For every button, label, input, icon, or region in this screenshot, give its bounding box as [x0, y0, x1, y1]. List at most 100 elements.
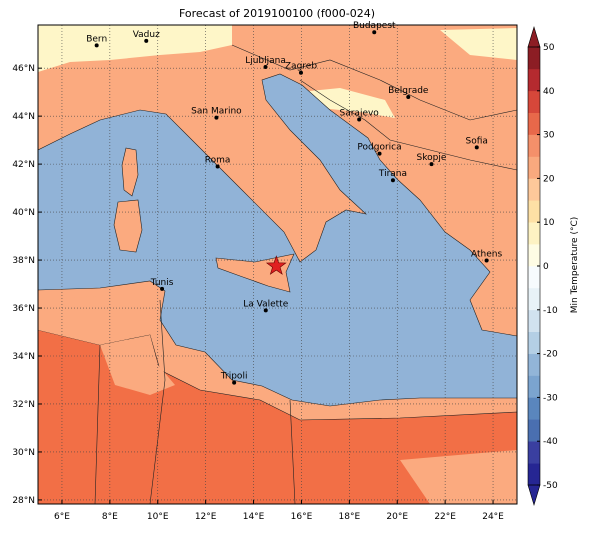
- y-tick-label: 28°N: [12, 496, 35, 506]
- colorbar-tick-label: -20: [543, 350, 558, 360]
- colorbar-tick-label: -40: [543, 437, 558, 447]
- city-label: Vaduz: [133, 30, 160, 40]
- colorbar-segment: [528, 419, 540, 442]
- x-tick-label: 14°E: [243, 512, 265, 522]
- x-tick-label: 18°E: [339, 512, 361, 522]
- colorbar-tick-label: -30: [543, 393, 558, 403]
- city-marker: [429, 162, 434, 167]
- city-label: Athens: [471, 250, 502, 260]
- colorbar-segment: [528, 309, 540, 332]
- y-tick-label: 46°N: [12, 64, 35, 74]
- city-label: Sarajevo: [340, 109, 380, 119]
- city-marker: [94, 43, 99, 48]
- city-label: Belgrade: [388, 86, 429, 96]
- city-label: Podgorica: [357, 143, 401, 153]
- colorbar-segment: [528, 200, 540, 223]
- map-title: Forecast of 2019100100 (f000-024): [179, 7, 375, 20]
- city-marker: [298, 70, 303, 75]
- grid: [38, 25, 517, 504]
- city-label: Budapest: [353, 21, 396, 31]
- y-tick-label: 44°N: [12, 112, 35, 122]
- colorbar-label: Min Temperature (°C): [570, 217, 580, 314]
- x-tick-label: 12°E: [195, 512, 217, 522]
- city-marker: [406, 94, 411, 99]
- colorbar-tick-label: 40: [543, 87, 555, 97]
- alps-cold: [38, 25, 232, 72]
- colorbar-segment: [528, 90, 540, 113]
- colorbar-tick-label: -50: [543, 481, 558, 491]
- colorbar-segment: [528, 134, 540, 157]
- city-label: Tripoli: [220, 372, 248, 382]
- colorbar-segment: [528, 244, 540, 267]
- city-marker: [144, 38, 149, 43]
- colorbar-segment: [528, 397, 540, 420]
- colorbar-segment: [528, 222, 540, 245]
- colorbar-segment: [528, 331, 540, 354]
- colorbar-segment: [528, 112, 540, 135]
- colorbar-segment: [528, 266, 540, 289]
- y-tick-label: 32°N: [12, 400, 35, 410]
- city-marker: [474, 145, 479, 150]
- map-frame: [37, 24, 518, 505]
- city-label: Tirana: [378, 169, 407, 179]
- colorbar-segment: [528, 68, 540, 92]
- colorbar-tick-label: -10: [543, 306, 558, 316]
- city-marker: [215, 164, 220, 169]
- city-marker: [232, 380, 237, 385]
- colorbar-tick-label: 20: [543, 174, 555, 184]
- city-marker: [357, 117, 362, 122]
- city-marker: [390, 178, 395, 183]
- colorbar-segment: [528, 156, 540, 179]
- x-tick-label: 8°E: [102, 512, 118, 522]
- city-marker: [263, 64, 268, 69]
- colorbar-tick-label: 10: [543, 218, 555, 228]
- x-tick-label: 20°E: [386, 512, 408, 522]
- east-cold: [440, 28, 517, 60]
- africa-patch: [100, 335, 175, 395]
- colorbar-segment: [528, 463, 540, 486]
- city-label: Tunis: [150, 278, 174, 288]
- city-marker: [214, 115, 219, 120]
- y-tick-label: 42°N: [12, 160, 35, 170]
- star-marker: [265, 255, 287, 275]
- y-tick-label: 30°N: [12, 448, 35, 458]
- x-tick-label: 10°E: [147, 512, 169, 522]
- y-tick-label: 40°N: [12, 208, 35, 218]
- colorbar-tick-label: 50: [543, 43, 555, 53]
- border: [231, 44, 517, 171]
- colorbar-tick-label: 30: [543, 131, 555, 141]
- x-tick-label: 16°E: [291, 512, 313, 522]
- city-marker: [160, 286, 165, 291]
- city-label: Zagreb: [285, 62, 317, 72]
- colorbar-segment: [528, 375, 540, 398]
- colorbar-arrow: [527, 484, 541, 507]
- colorbar-segment: [528, 287, 540, 311]
- corsica: [121, 147, 139, 197]
- city-label: San Marino: [191, 107, 242, 117]
- africa-patch-2: [400, 450, 517, 504]
- city-label: La Valette: [243, 299, 288, 309]
- city-label: Skopje: [417, 153, 447, 163]
- city-label: Roma: [205, 156, 231, 166]
- x-tick-label: 6°E: [54, 512, 70, 522]
- y-tick-label: 38°N: [12, 256, 35, 266]
- colorbar-segment: [528, 178, 540, 201]
- colorbar-arrow: [527, 25, 541, 48]
- y-tick-label: 36°N: [12, 304, 35, 314]
- city-marker: [263, 308, 268, 313]
- city-label: Ljubljana: [245, 56, 286, 66]
- colorbar-segment: [528, 47, 540, 70]
- x-tick-label: 22°E: [434, 512, 456, 522]
- colorbar-tick-label: 0: [543, 262, 549, 272]
- colorbar-segment: [528, 353, 540, 376]
- city-marker: [484, 258, 489, 263]
- sardinia: [113, 199, 143, 253]
- city-label: Sofia: [466, 136, 488, 146]
- y-tick-label: 34°N: [12, 352, 35, 362]
- city-marker: [372, 30, 377, 35]
- colorbar-segment: [528, 441, 540, 464]
- x-tick-label: 24°E: [482, 512, 504, 522]
- border: [94, 299, 296, 504]
- city-marker: [377, 151, 382, 156]
